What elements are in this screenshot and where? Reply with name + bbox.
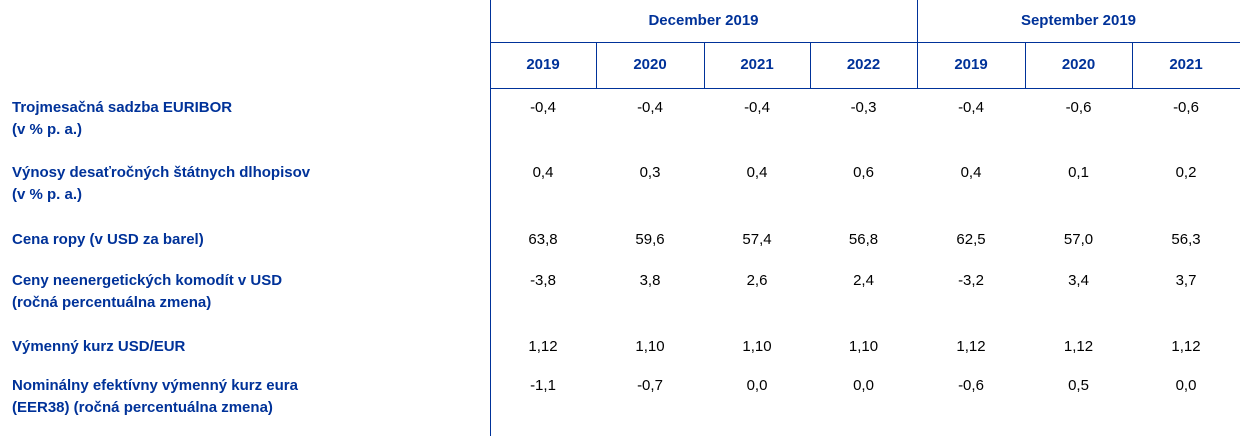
divider <box>1132 42 1133 88</box>
cell-value: 0,5 <box>1068 377 1089 394</box>
cell-value: 1,10 <box>742 338 772 355</box>
divider <box>490 0 491 436</box>
cell-value: -0,6 <box>1173 99 1199 116</box>
year-header: 2020 <box>1061 56 1096 73</box>
year-header: 2020 <box>633 56 667 73</box>
cell-value: 0,6 <box>853 164 874 181</box>
divider <box>1025 42 1026 88</box>
row-label: Cena ropy (v USD za barel) <box>12 231 204 248</box>
cell-value: 59,6 <box>635 231 665 248</box>
year-header: 2021 <box>740 56 774 73</box>
row-label: Výmenný kurz USD/EUR <box>12 338 186 355</box>
divider <box>596 42 597 88</box>
cell-value: -1,1 <box>530 377 556 394</box>
cell-value: 1,10 <box>848 338 879 355</box>
cell-value: -0,4 <box>958 99 984 116</box>
cell-value: 0,4 <box>532 164 554 181</box>
cell-value: 0,4 <box>746 164 768 181</box>
year-header: 2019 <box>954 56 988 73</box>
cell-value: 0,3 <box>639 164 661 181</box>
cell-value: -0,6 <box>1065 99 1092 116</box>
divider <box>917 0 918 88</box>
cell-value: 56,8 <box>848 231 879 248</box>
cell-value: 3,8 <box>639 272 661 289</box>
cell-value: -0,4 <box>744 99 770 116</box>
cell-value: 63,8 <box>528 231 558 248</box>
cell-value: 2,6 <box>746 272 768 289</box>
cell-value: 57,0 <box>1063 231 1094 248</box>
row-label: (v % p. a.) <box>12 121 83 138</box>
cell-value: 3,7 <box>1175 272 1197 289</box>
cell-value: 0,0 <box>1175 377 1197 394</box>
cell-value: 56,3 <box>1171 231 1201 248</box>
cell-value: -0,7 <box>637 377 663 394</box>
row-label: Nominálny efektívny výmenný kurz eura <box>12 377 298 394</box>
cell-value: 0,1 <box>1068 164 1089 181</box>
cell-value: 0,0 <box>746 377 768 394</box>
year-header: 2022 <box>846 56 881 73</box>
cell-value: -3,2 <box>958 272 984 289</box>
row-label: (v % p. a.) <box>12 186 83 203</box>
cell-value: -0,4 <box>637 99 663 116</box>
divider <box>810 42 811 88</box>
cell-value: -0,3 <box>850 99 877 116</box>
cell-value: 62,5 <box>956 231 986 248</box>
cell-value: 0,4 <box>960 164 982 181</box>
cell-value: -0,6 <box>958 377 984 394</box>
cell-value: 1,12 <box>528 338 558 355</box>
year-header: 2019 <box>526 56 560 73</box>
cell-value: -3,8 <box>530 272 556 289</box>
row-label: (EER38) (ročná percentuálna zmena) <box>12 399 273 416</box>
cell-value: 2,4 <box>853 272 874 289</box>
row-label: Trojmesačná sadzba EURIBOR <box>12 99 233 116</box>
divider <box>704 42 705 88</box>
cell-value: 1,12 <box>1063 338 1094 355</box>
year-header: 2021 <box>1169 56 1203 73</box>
row-label: Výnosy desaťročných štátnych dlhopisov <box>12 164 311 181</box>
cell-value: 1,10 <box>635 338 665 355</box>
cell-value: 57,4 <box>742 231 772 248</box>
cell-value: 1,12 <box>956 338 986 355</box>
cell-value: 0,0 <box>853 377 874 394</box>
divider <box>490 88 1240 89</box>
cell-value: 1,12 <box>1171 338 1201 355</box>
cell-value: 3,4 <box>1068 272 1089 289</box>
divider <box>490 42 1240 43</box>
group-header: September 2019 <box>1020 12 1137 29</box>
cell-value: -0,4 <box>530 99 556 116</box>
row-label: Ceny neenergetických komodít v USD <box>12 272 283 289</box>
row-label: (ročná percentuálna zmena) <box>12 294 212 311</box>
cell-value: 0,2 <box>1175 164 1197 181</box>
group-header: December 2019 <box>648 12 759 29</box>
